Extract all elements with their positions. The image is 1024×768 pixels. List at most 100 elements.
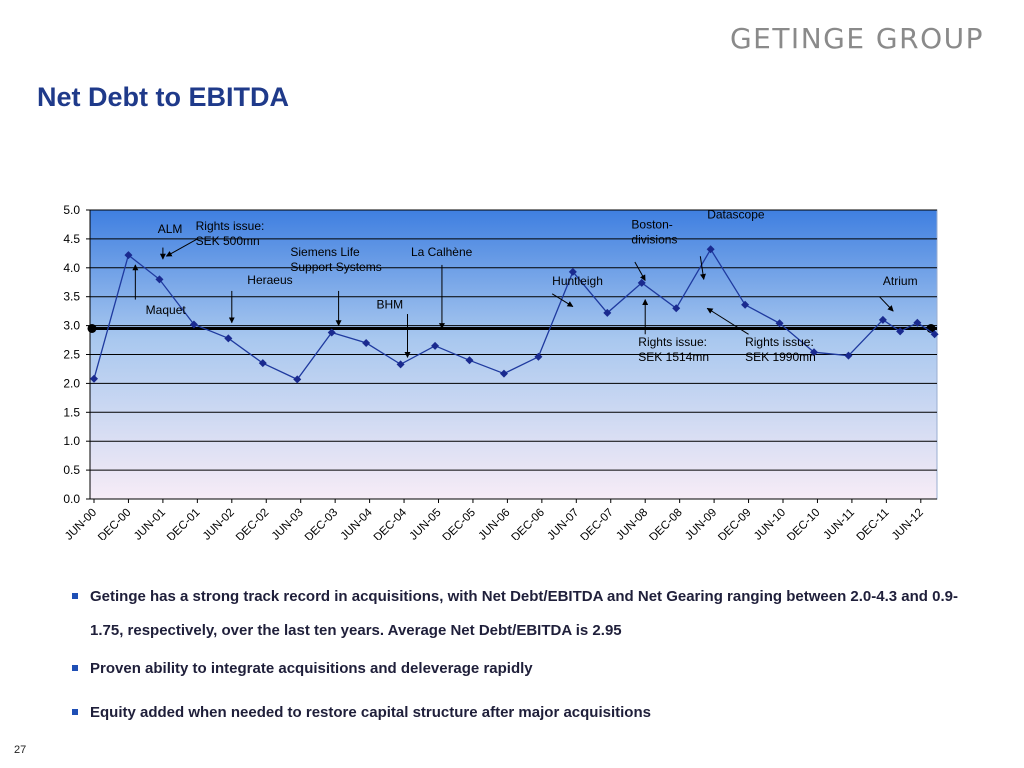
net-debt-ebitda-chart: 5.04.54.03.53.02.52.01.51.00.50.0JUN-00D… [63, 203, 939, 540]
data-point [775, 319, 784, 328]
annotation-label: Datascope [707, 208, 765, 222]
x-tick-label: DEC-02 [234, 507, 271, 540]
annotation-line: ALM [158, 222, 183, 236]
y-tick-label: 3.5 [63, 290, 80, 304]
x-tick-label: JUN-07 [545, 507, 581, 540]
x-tick-label: DEC-10 [785, 507, 822, 540]
data-point [568, 267, 577, 276]
data-point [878, 315, 887, 324]
annotation-label: Rights issue: SEK 1514mn [638, 335, 709, 364]
y-tick-label: 2.5 [63, 348, 80, 362]
x-tick-label: DEC-04 [372, 506, 410, 540]
y-tick-label: 0.5 [63, 463, 80, 477]
key-points-list: Getinge has a strong track record in acq… [70, 580, 970, 730]
data-point [534, 352, 543, 361]
annotation-line: Support Systems [290, 260, 381, 274]
annotation-line: SEK 1514mn [638, 350, 709, 364]
annotation-line: Maquet [146, 303, 187, 317]
y-tick-label: 4.5 [63, 232, 80, 246]
annotation-label: Maquet [146, 303, 187, 317]
data-point [465, 356, 474, 365]
annotation-line: Datascope [707, 208, 765, 222]
annotation-arrow [634, 261, 646, 282]
x-tick-label: DEC-00 [96, 507, 133, 540]
x-tick-label: DEC-06 [510, 507, 547, 540]
bullet-item: Proven ability to integrate acquisitions… [70, 652, 970, 686]
annotation-line: Rights issue: [638, 335, 707, 349]
annotation-arrow [699, 256, 706, 280]
y-tick-label: 3.0 [63, 319, 80, 333]
annotation-label: Siemens Life Support Systems [290, 245, 381, 274]
data-point [706, 245, 715, 254]
data-point [258, 359, 267, 368]
data-point [499, 369, 508, 378]
x-tick-label: JUN-06 [476, 507, 512, 540]
y-tick-label: 5.0 [63, 203, 80, 217]
bullet-marker [72, 665, 78, 671]
y-tick-label: 1.5 [63, 405, 80, 419]
annotation-line: divisions [631, 232, 677, 246]
annotation-label: Heraeus [247, 273, 292, 287]
data-point [90, 374, 98, 383]
annotation-line: SEK 1990mn [745, 350, 816, 364]
data-point [362, 338, 371, 347]
x-tick-label: JUN-05 [408, 507, 444, 540]
data-point [293, 375, 302, 384]
annotation-line: Huntleigh [552, 274, 603, 288]
x-tick-label: DEC-01 [165, 507, 202, 540]
annotation-line: Atrium [883, 274, 918, 288]
bullet-text: Equity added when needed to restore capi… [90, 704, 651, 721]
data-point [124, 251, 133, 260]
getinge-group-logo: GETINGE GROUP [729, 22, 984, 55]
x-tick-label: JUN-11 [822, 507, 857, 540]
x-tick-label: JUN-01 [132, 507, 168, 540]
data-point [155, 275, 164, 284]
x-tick-label: DEC-09 [716, 507, 753, 540]
annotation-line: SEK 500mn [196, 234, 260, 248]
x-tick-label: JUN-09 [683, 507, 719, 540]
x-tick-label: DEC-08 [647, 507, 684, 540]
annotation-label: Rights issue: SEK 1990mn [745, 335, 816, 364]
y-tick-label: 2.0 [63, 376, 80, 390]
data-point [603, 308, 612, 317]
bullet-item: Equity added when needed to restore capi… [70, 696, 970, 730]
y-tick-label: 0.0 [63, 492, 80, 506]
x-tick-label: DEC-05 [441, 507, 478, 540]
x-tick-label: DEC-03 [303, 507, 340, 540]
data-point [930, 330, 939, 339]
annotation-label: Atrium [883, 274, 918, 288]
annotation-label: La Calhène [411, 245, 473, 259]
page-number: 27 [14, 744, 27, 756]
data-point [224, 334, 233, 343]
slide-title: Net Debt to EBITDA [37, 82, 289, 112]
bullet-text: Proven ability to integrate acquisitions… [90, 660, 533, 677]
data-point [741, 300, 750, 309]
data-point [189, 320, 198, 329]
data-point [810, 348, 819, 357]
data-point [431, 341, 440, 350]
annotation-line: La Calhène [411, 245, 473, 259]
annotation-arrow [706, 307, 749, 335]
x-tick-label: DEC-11 [855, 507, 892, 540]
annotation-arrow [879, 296, 894, 312]
average-line-start-marker [87, 323, 97, 333]
data-point [844, 351, 853, 360]
annotation-line: Rights issue: [745, 335, 814, 349]
annotation-label: Boston-divisions [631, 217, 677, 246]
data-point [672, 304, 681, 313]
annotation-line: Boston- [631, 217, 672, 231]
x-tick-label: JUN-02 [201, 507, 237, 540]
x-tick-label: DEC-07 [578, 507, 615, 540]
data-point [896, 327, 905, 336]
annotation-label: ALM [158, 222, 183, 236]
data-point [327, 328, 336, 337]
bullet-marker [72, 593, 78, 599]
bullet-text: Getinge has a strong track record in acq… [90, 588, 958, 639]
annotation-label: Huntleigh [552, 274, 603, 288]
x-tick-label: JUN-08 [614, 507, 650, 540]
data-point [913, 318, 922, 327]
x-tick-label: JUN-04 [339, 506, 375, 540]
annotation-line: Heraeus [247, 273, 292, 287]
y-tick-label: 1.0 [63, 434, 80, 448]
annotation-label: Rights issue: SEK 500mn [196, 219, 265, 248]
